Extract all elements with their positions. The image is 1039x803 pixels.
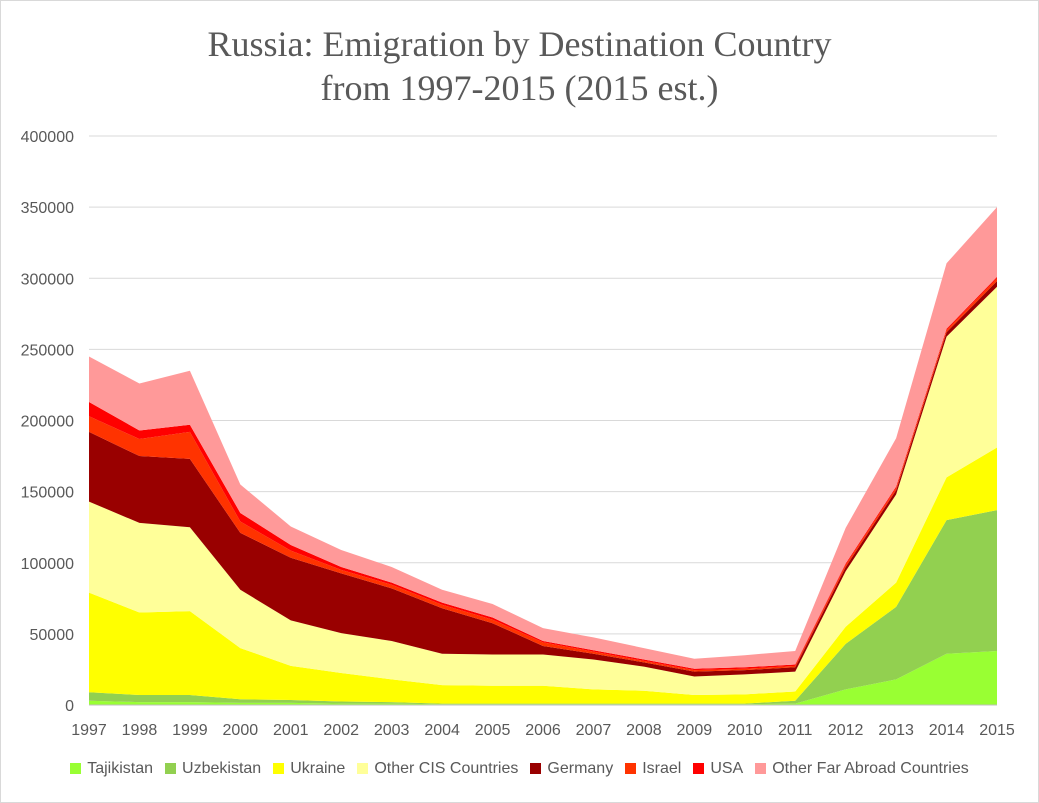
x-tick-label: 2009 [677,722,713,739]
y-tick-label: 250000 [21,342,74,359]
area-other-far-abroad-countries [89,207,997,669]
x-tick-label: 2000 [223,722,259,739]
x-tick-label: 1998 [122,722,158,739]
legend-item: USA [693,760,743,778]
x-tick-label: 2003 [374,722,410,739]
legend-swatch [70,763,82,774]
legend-label: Other CIS Countries [374,760,519,777]
legend-label: Tajikistan [87,760,154,777]
y-tick-label: 200000 [21,414,74,431]
x-tick-label: 1999 [172,722,208,739]
area-tajikistan [89,650,997,705]
legend-item: Other CIS Countries [357,760,518,778]
legend-swatch [530,763,542,774]
y-tick-label: 150000 [21,485,74,502]
x-tick-label: 2015 [979,722,1015,739]
chart-title-line-2: from 1997-2015 (2015 est.) [320,68,719,108]
x-tick-label: 1997 [71,722,107,739]
legend-label: USA [710,760,744,777]
x-tick-label: 2011 [778,722,813,739]
legend-swatch [273,763,285,774]
y-tick-label: 300000 [21,271,74,288]
x-tick-label: 2004 [424,722,460,739]
area-ukraine [89,447,997,704]
legend-label: Israel [642,760,682,777]
y-tick-label: 100000 [21,556,74,573]
legend-item: Germany [530,760,613,778]
legend-swatch [625,763,637,774]
legend-item: Ukraine [273,760,345,778]
legend-item: Other Far Abroad Countries [755,760,969,778]
x-tick-label: 2010 [727,722,763,739]
x-tick-label: 2012 [828,722,864,739]
legend-swatch [755,763,767,774]
legend-swatch [165,763,177,774]
x-tick-label: 2005 [475,722,511,739]
y-tick-label: 350000 [21,200,74,217]
chart-title: Russia: Emigration by Destination Countr… [0,22,1039,110]
legend-label: Other Far Abroad Countries [772,760,969,777]
x-tick-label: 2002 [323,722,359,739]
legend-label: Uzbekistan [182,760,262,777]
y-tick-label: 0 [65,698,74,715]
x-tick-label: 2001 [273,722,309,739]
series-areas [89,207,997,705]
chart-title-line-1: Russia: Emigration by Destination Countr… [207,24,832,64]
legend-item: Tajikistan [70,760,153,778]
x-tick-label: 2006 [525,722,561,739]
area-germany [89,281,997,677]
y-tick-label: 50000 [30,627,75,644]
legend-label: Germany [547,760,614,777]
x-tick-label: 2008 [626,722,662,739]
legend-item: Uzbekistan [165,760,261,778]
x-tick-label: 2013 [878,722,914,739]
x-axis-ticks: 1997 1998 1999 2000 2001 2002 2003 2004 2005 2006… [71,722,1015,739]
x-tick-label: 2007 [576,722,612,739]
legend-label: Ukraine [290,760,346,777]
y-tick-label: 400000 [21,129,74,146]
legend-swatch [357,763,369,774]
legend-swatch [693,763,705,774]
legend: Tajikistan Uzbekistan Ukraine Other CIS Cou… [0,760,1039,778]
legend-item: Israel [625,760,681,778]
y-axis-ticks: 0 50000 100000 150000 200000 250000 300000 3500… [21,129,74,715]
x-tick-label: 2014 [929,722,965,739]
